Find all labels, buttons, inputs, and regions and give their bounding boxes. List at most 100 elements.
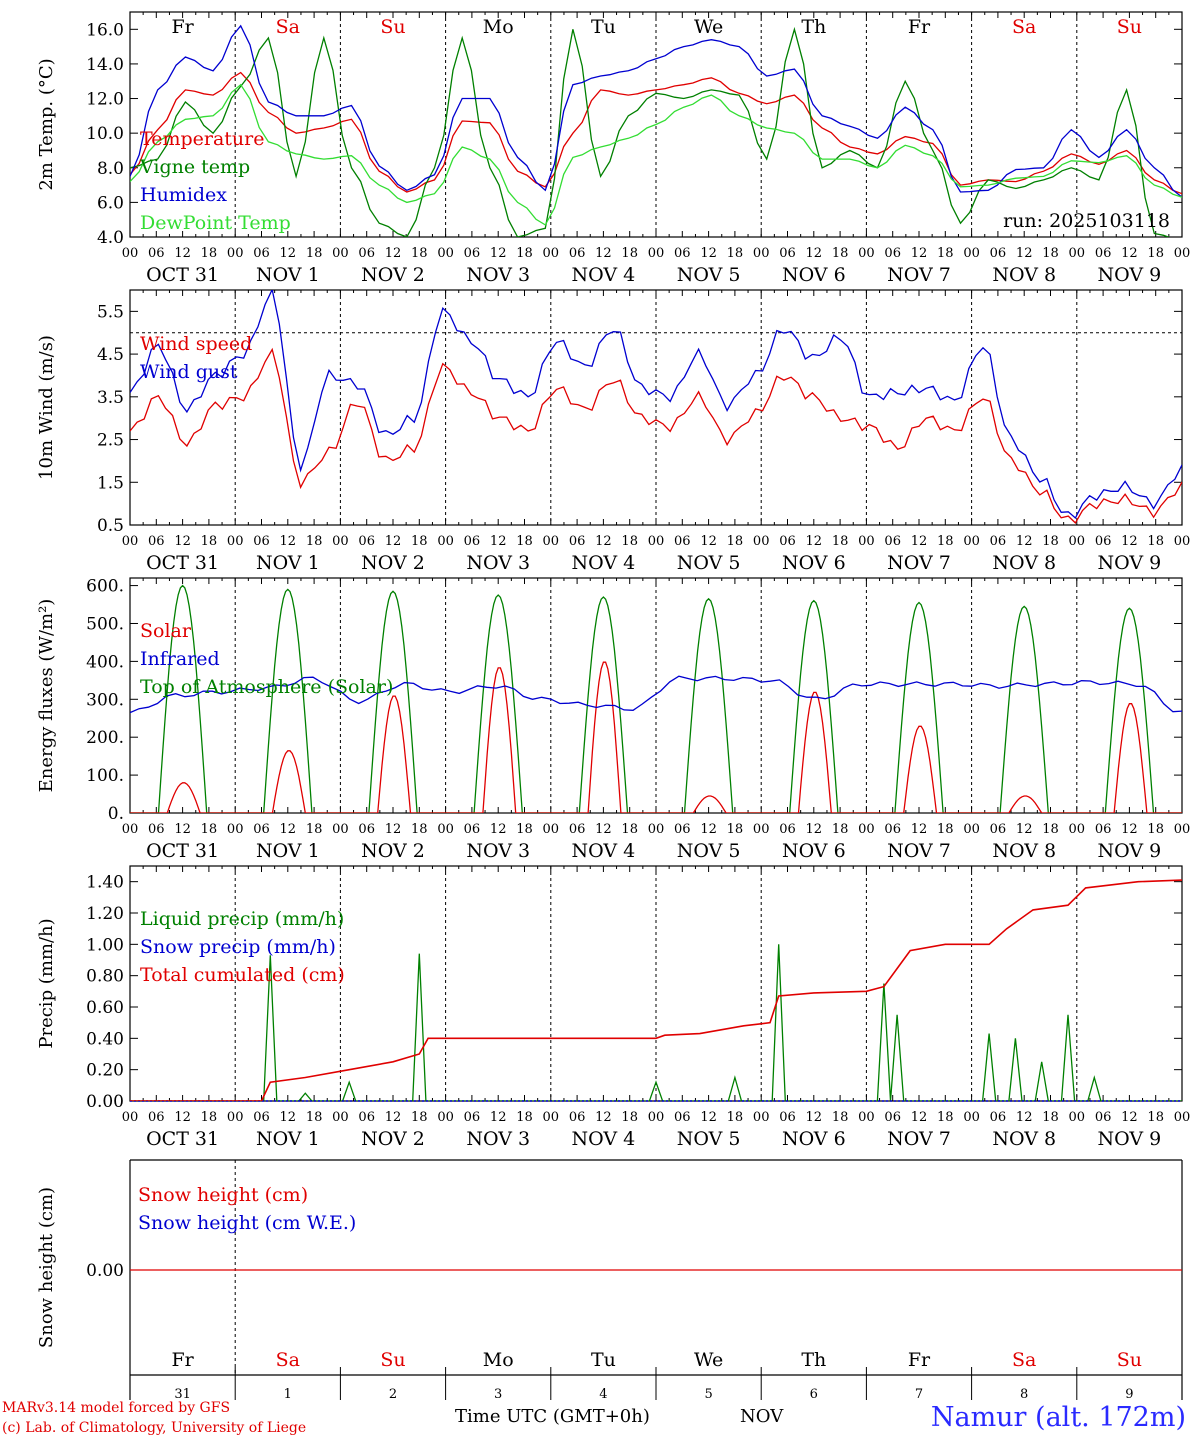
hour-tick-label: 00	[858, 246, 875, 261]
hour-tick-label: 12	[1016, 822, 1033, 837]
hour-tick-label: 00	[437, 822, 454, 837]
date-label: NOV 6	[782, 840, 846, 862]
hour-tick-label: 12	[595, 1110, 612, 1125]
hour-tick-label: 06	[990, 534, 1007, 549]
panel-4: 0.00 0.20 0.40 0.60 0.80 1.00 1.20 1.40 Precip (…	[36, 865, 1190, 1150]
legend-vigne-temp: Vigne temp	[139, 156, 250, 178]
hour-tick-label: 06	[674, 246, 691, 261]
date-label: NOV 3	[466, 1128, 530, 1150]
y-tick-label: 200.	[86, 728, 124, 748]
date-label: NOV 5	[677, 264, 741, 286]
hour-tick-label: 12	[806, 822, 823, 837]
hour-tick-label: 18	[411, 1110, 428, 1125]
hour-tick-label: 00	[648, 822, 665, 837]
date-label: OCT 31	[146, 264, 219, 286]
date-label: NOV 7	[887, 1128, 951, 1150]
date-label: NOV 3	[466, 264, 530, 286]
hour-tick-label: 18	[306, 822, 323, 837]
hour-tick-label: 12	[1121, 246, 1138, 261]
weekday-label: Fr	[171, 16, 194, 38]
weekday-label: Su	[1117, 16, 1142, 38]
hour-tick-label: 00	[437, 534, 454, 549]
hour-tick-label: 12	[385, 1110, 402, 1125]
hour-tick-label: 06	[148, 246, 165, 261]
hour-tick-label: 12	[806, 246, 823, 261]
day-number-label: 1	[284, 1387, 292, 1400]
hour-tick-label: 12	[1016, 534, 1033, 549]
hour-tick-label: 18	[516, 246, 533, 261]
hour-tick-label: 00	[332, 246, 349, 261]
date-label: NOV 5	[677, 552, 741, 574]
hour-tick-label: 00	[648, 1110, 665, 1125]
hour-tick-label: 12	[911, 1110, 928, 1125]
legend-infrared: Infrared	[140, 648, 220, 670]
panel-1: 4.0 6.0 8.0 10.0 12.0 14.0 16.0 2m Temp. (°C) 00…	[36, 11, 1190, 286]
hour-tick-label: 00	[1069, 534, 1086, 549]
date-label: NOV 1	[256, 840, 320, 862]
hour-tick-label: 18	[1147, 246, 1164, 261]
y-tick-label: 0.80	[86, 967, 124, 987]
day-number-label: 6	[810, 1387, 818, 1400]
hour-tick-label: 12	[595, 246, 612, 261]
hour-tick-label: 18	[727, 534, 744, 549]
hour-tick-label: 18	[1042, 1110, 1059, 1125]
run-label: run: 2025103118	[1003, 210, 1170, 232]
weekday-label: Mo	[483, 16, 514, 38]
y-tick-label: 0.00	[86, 1092, 124, 1112]
y-tick-label: 300.	[86, 690, 124, 710]
hour-tick-label: 18	[201, 534, 218, 549]
date-label: NOV 3	[466, 552, 530, 574]
hour-tick-label: 12	[1121, 822, 1138, 837]
hour-tick-label: 18	[832, 246, 849, 261]
hour-tick-label: 06	[884, 1110, 901, 1125]
hour-tick-label: 12	[385, 246, 402, 261]
hour-tick-label: 00	[332, 1110, 349, 1125]
hour-tick-label: 00	[858, 822, 875, 837]
hour-tick-label: 18	[727, 246, 744, 261]
hour-tick-label: 00	[963, 534, 980, 549]
plot-frame	[129, 289, 1183, 526]
hour-tick-label: 06	[990, 1110, 1007, 1125]
hour-tick-label: 18	[201, 822, 218, 837]
y-tick-label: 5.5	[97, 302, 124, 322]
weekday-label: Sa	[276, 1349, 300, 1371]
y-tick-label: 0.40	[86, 1029, 124, 1049]
hour-tick-label: 00	[543, 1110, 560, 1125]
hour-tick-label: 12	[806, 534, 823, 549]
date-label: NOV 8	[992, 1128, 1056, 1150]
hour-tick-label: 00	[227, 534, 244, 549]
y-tick-label: 14.0	[86, 55, 124, 75]
series-temperature	[130, 71, 1182, 195]
hour-tick-label: 18	[201, 246, 218, 261]
weekday-label: Th	[801, 1349, 826, 1371]
legend-top-of-atmosphere-solar-: Top of Atmosphere (Solar)	[140, 676, 393, 698]
hour-tick-label: 18	[1042, 246, 1059, 261]
date-label: NOV 5	[677, 1128, 741, 1150]
hour-tick-label: 18	[306, 246, 323, 261]
hour-tick-label: 18	[621, 246, 638, 261]
hour-tick-label: 12	[911, 246, 928, 261]
series-vigne-temp	[130, 26, 1171, 237]
date-label: NOV 6	[782, 264, 846, 286]
hour-tick-label: 18	[306, 1110, 323, 1125]
hour-tick-label: 12	[174, 822, 191, 837]
hour-tick-label: 12	[174, 534, 191, 549]
hour-tick-label: 06	[1095, 1110, 1112, 1125]
weekday-label: We	[694, 16, 723, 38]
hour-tick-label: 06	[148, 1110, 165, 1125]
hour-tick-label: 06	[148, 534, 165, 549]
hour-tick-label: 06	[674, 822, 691, 837]
hour-tick-label: 06	[884, 822, 901, 837]
weekday-label: Fr	[908, 16, 931, 38]
hour-tick-label: 18	[411, 822, 428, 837]
panel-2: 0.5 1.5 2.5 3.5 4.5 5.5 10m Wind (m/s) 00 06 12 18…	[36, 289, 1190, 574]
weekday-label: Su	[380, 1349, 405, 1371]
hour-tick-label: 00	[1174, 822, 1191, 837]
weekday-label: Fr	[908, 1349, 931, 1371]
hour-tick-label: 00	[437, 1110, 454, 1125]
y-tick-label: 12.0	[86, 90, 124, 110]
date-label: NOV 9	[1098, 840, 1162, 862]
weekday-label: Tu	[591, 16, 616, 38]
hour-tick-label: 06	[253, 246, 270, 261]
date-label: NOV 4	[572, 552, 636, 574]
